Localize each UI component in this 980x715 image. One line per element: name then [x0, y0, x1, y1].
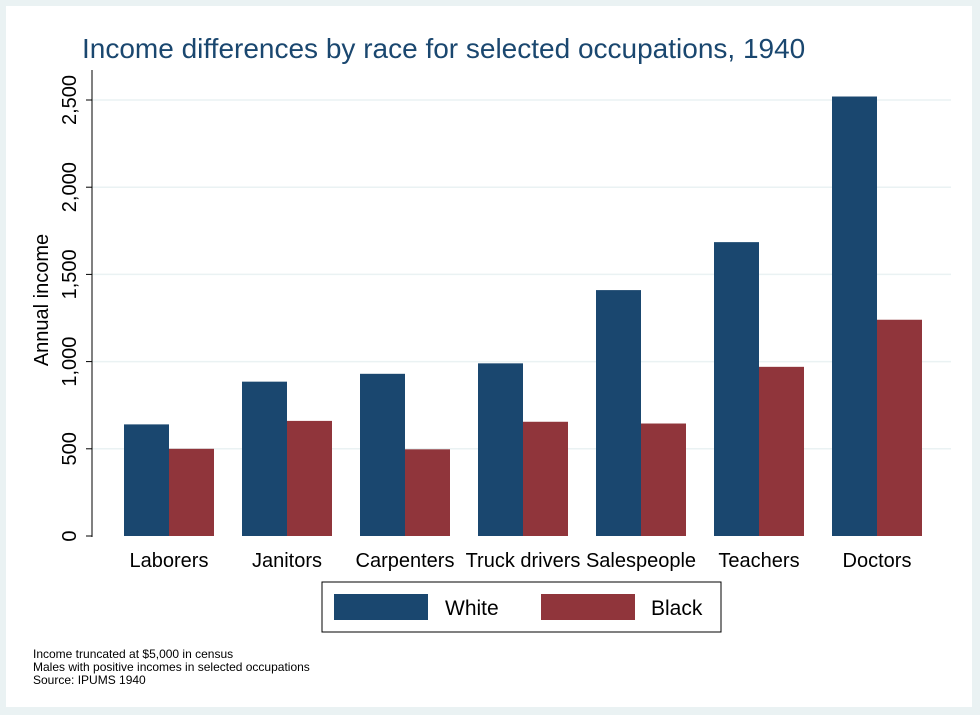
bar-white-teachers — [714, 242, 759, 537]
bar-black-teachers — [759, 366, 804, 536]
bar-black-janitors — [287, 420, 332, 536]
bar-black-carpenters — [405, 449, 450, 536]
y-axis-label: Annual income — [31, 234, 53, 366]
legend-swatch-black — [541, 594, 635, 620]
y-tick-label: 0 — [59, 530, 81, 541]
bar-black-laborers — [169, 448, 214, 536]
x-tick-label: Truck drivers — [466, 550, 581, 572]
bar-white-doctors — [832, 96, 877, 537]
legend-label-black: Black — [651, 597, 703, 620]
y-tick-label: 2,000 — [59, 162, 81, 212]
chart-title: Income differences by race for selected … — [82, 33, 805, 64]
legend-label-white: White — [445, 597, 499, 620]
chart-notes: Income truncated at $5,000 in census Mal… — [33, 647, 310, 687]
note-line-2: Males with positive incomes in selected … — [33, 660, 310, 674]
bar-white-carpenters — [360, 373, 405, 536]
x-tick-label: Teachers — [718, 550, 799, 572]
y-axis: 0 500 1,000 1,500 2,000 2,500 — [59, 70, 93, 542]
bar-black-salespeople — [641, 423, 686, 536]
bar-white-laborers — [124, 424, 169, 536]
bar-black-truck-drivers — [523, 421, 568, 536]
x-tick-label: Laborers — [130, 550, 209, 572]
x-tick-label: Doctors — [843, 550, 912, 572]
note-line-3: Source: IPUMS 1940 — [33, 673, 146, 687]
legend: White Black — [321, 581, 722, 633]
note-line-1: Income truncated at $5,000 in census — [33, 647, 233, 661]
bar-white-salespeople — [596, 290, 641, 536]
bar-black-doctors — [877, 319, 922, 536]
bar-white-janitors — [242, 381, 287, 536]
y-tick-label: 1,000 — [59, 337, 81, 387]
x-tick-label: Salespeople — [586, 550, 696, 572]
x-tick-labels: Laborers Janitors Carpenters Truck drivers S… — [130, 550, 912, 572]
y-tick-label: 500 — [59, 432, 81, 465]
bars — [124, 96, 922, 537]
y-tick-label: 2,500 — [59, 75, 81, 125]
y-tick-label: 1,500 — [59, 249, 81, 299]
x-tick-label: Carpenters — [356, 550, 455, 572]
legend-swatch-white — [334, 594, 428, 620]
grid-lines — [92, 99, 951, 450]
bar-white-truck-drivers — [478, 363, 523, 536]
x-tick-label: Janitors — [252, 550, 322, 572]
